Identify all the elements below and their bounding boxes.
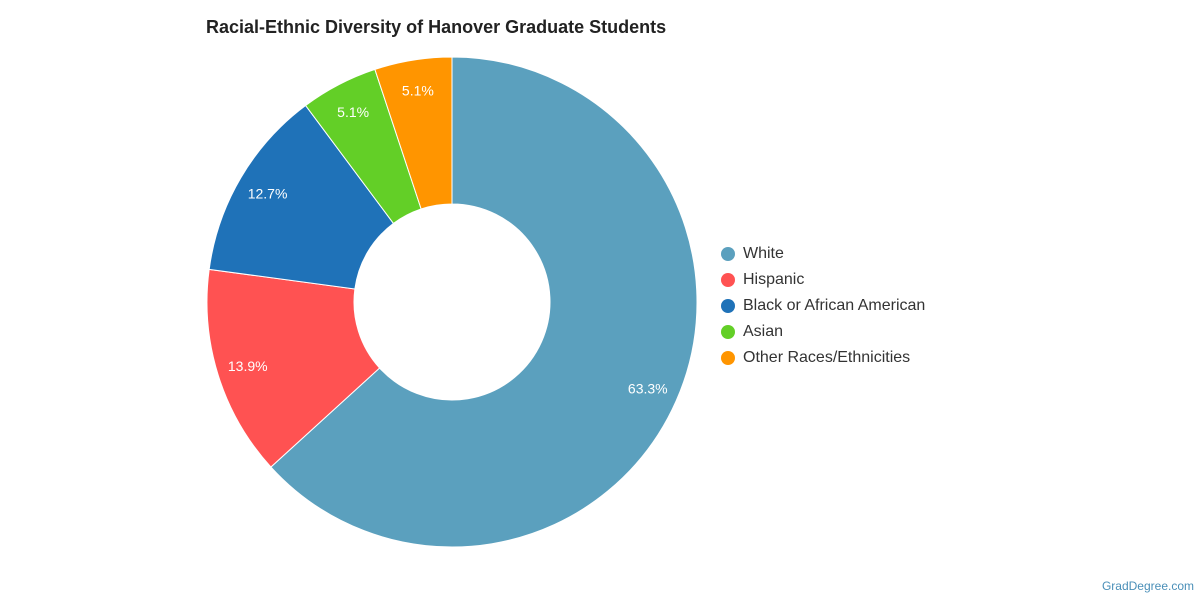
legend-label-white: White [743, 245, 784, 262]
slice-hispanic[interactable] [206, 268, 381, 468]
legend-swatch-black-or-african-american [721, 299, 735, 313]
slice-label-white: 63.3% [628, 380, 668, 396]
legend-label-black-or-african-american: Black or African American [743, 297, 926, 314]
slice-label-asian: 5.1% [337, 104, 369, 120]
legend-item-asian[interactable]: Asian [721, 319, 925, 345]
legend-item-white[interactable]: White [721, 241, 925, 267]
slice-white[interactable] [270, 56, 698, 548]
slice-other-races-ethnicities[interactable] [374, 56, 453, 210]
legend-swatch-white [721, 247, 735, 261]
legend-label-hispanic: Hispanic [743, 271, 805, 288]
donut-slice-labels: 63.3% 13.9% 12.7% 5.1% 5.1% [228, 83, 668, 397]
slice-label-other-races-ethnicities: 5.1% [402, 83, 434, 99]
chart-legend: White Hispanic Black or African American As… [721, 241, 925, 371]
legend-item-hispanic[interactable]: Hispanic [721, 267, 925, 293]
donut-slices [206, 56, 698, 548]
source-watermark[interactable]: GradDegree.com [1101, 579, 1194, 593]
legend-label-other-races-ethnicities: Other Races/Ethnicities [743, 349, 911, 366]
chart-title: Racial-Ethnic Diversity of Hanover Gradu… [206, 17, 667, 37]
legend-label-asian: Asian [743, 323, 784, 340]
legend-swatch-asian [721, 325, 735, 339]
slice-label-black-or-african-american: 12.7% [248, 185, 288, 201]
legend-item-black-or-african-american[interactable]: Black or African American [721, 293, 925, 319]
slice-black-or-african-american[interactable] [208, 104, 395, 290]
legend-item-other-races-ethnicities[interactable]: Other Races/Ethnicities [721, 345, 925, 371]
legend-swatch-hispanic [721, 273, 735, 287]
legend-swatch-other-races-ethnicities [721, 351, 735, 365]
slice-label-hispanic: 13.9% [228, 358, 268, 374]
